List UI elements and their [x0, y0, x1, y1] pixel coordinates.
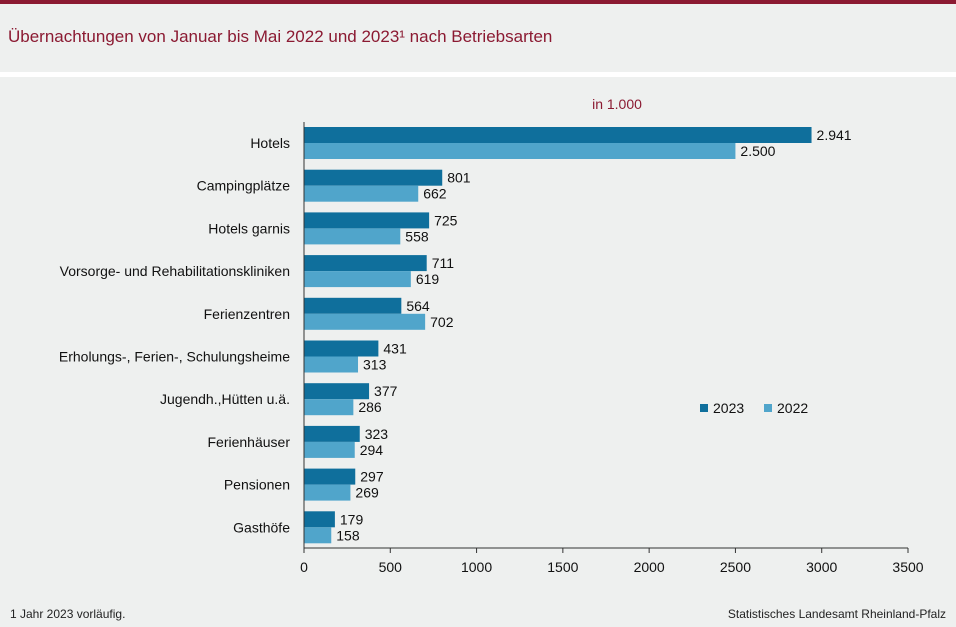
- bar-2022: [304, 185, 419, 202]
- x-tick-label: 0: [300, 559, 308, 575]
- category-label: Vorsorge- und Rehabilitationskliniken: [60, 263, 290, 279]
- value-label-2023: 2.941: [817, 127, 852, 143]
- bar-2022: [304, 228, 401, 245]
- bar-2022: [304, 527, 332, 544]
- category-label: Gasthöfe: [233, 519, 290, 535]
- category-label: Hotels garnis: [208, 220, 290, 236]
- category-label: Erholungs-, Ferien-, Schulungsheime: [59, 349, 290, 365]
- x-tick-label: 1500: [547, 559, 578, 575]
- category-label: Jugendh.,Hütten u.ä.: [160, 391, 290, 407]
- value-label-2022: 619: [416, 271, 440, 287]
- title-divider: [0, 72, 956, 77]
- value-label-2023: 297: [360, 469, 384, 485]
- value-label-2023: 725: [434, 212, 458, 228]
- x-tick-label: 2500: [720, 559, 751, 575]
- category-label: Ferienhäuser: [208, 434, 291, 450]
- x-tick-label: 2000: [634, 559, 665, 575]
- bar-2023: [304, 511, 335, 528]
- top-accent-stripe: [0, 0, 956, 4]
- bar-2023: [304, 383, 370, 400]
- category-label: Hotels: [250, 135, 290, 151]
- value-label-2022: 558: [405, 228, 429, 244]
- category-label: Ferienzentren: [204, 306, 290, 322]
- legend-swatch-2022: [764, 404, 772, 412]
- value-label-2023: 564: [406, 298, 430, 314]
- value-label-2023: 323: [365, 426, 389, 442]
- value-label-2023: 179: [340, 511, 364, 527]
- bar-2022: [304, 441, 355, 458]
- bar-2022: [304, 484, 351, 501]
- bar-2023: [304, 340, 379, 357]
- legend-label-2023: 2023: [713, 400, 744, 416]
- x-tick-label: 500: [379, 559, 403, 575]
- value-label-2022: 2.500: [740, 143, 775, 159]
- value-label-2022: 702: [430, 314, 454, 330]
- value-label-2022: 294: [360, 442, 384, 458]
- value-label-2022: 662: [423, 186, 447, 202]
- category-label: Campingplätze: [197, 178, 291, 194]
- legend-swatch-2023: [700, 404, 708, 412]
- x-tick-label: 1000: [461, 559, 492, 575]
- legend-label-2022: 2022: [777, 400, 808, 416]
- bar-2023: [304, 127, 812, 143]
- bar-2023: [304, 255, 427, 272]
- x-tick-label: 3500: [892, 559, 923, 575]
- value-label-2022: 269: [355, 485, 379, 501]
- bar-2022: [304, 143, 736, 159]
- footnote: 1 Jahr 2023 vorläufig.: [10, 607, 126, 621]
- bar-2023: [304, 297, 402, 314]
- bar-2022: [304, 399, 354, 416]
- bar-2023: [304, 468, 356, 485]
- value-label-2023: 711: [432, 255, 455, 271]
- category-label: Pensionen: [224, 477, 290, 493]
- bar-2022: [304, 313, 426, 330]
- value-label-2023: 801: [447, 170, 471, 186]
- bar-2023: [304, 212, 430, 229]
- value-label-2023: 431: [383, 341, 407, 357]
- source-note: Statistisches Landesamt Rheinland-Pfalz: [727, 607, 946, 621]
- bar-2023: [304, 169, 443, 186]
- bar-2023: [304, 425, 360, 442]
- unit-label: in 1.000: [592, 96, 642, 112]
- chart-title: Übernachtungen von Januar bis Mai 2022 u…: [8, 27, 553, 46]
- value-label-2022: 286: [358, 399, 382, 415]
- value-label-2022: 158: [336, 527, 360, 543]
- value-label-2022: 313: [363, 357, 387, 373]
- value-label-2023: 377: [374, 383, 398, 399]
- x-tick-label: 3000: [806, 559, 837, 575]
- bar-2022: [304, 356, 359, 373]
- bar-2022: [304, 271, 411, 288]
